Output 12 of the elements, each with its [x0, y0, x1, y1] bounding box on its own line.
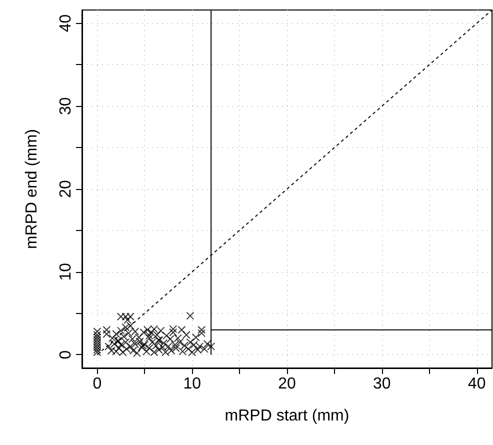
y-axis-title: mRPD end (mm) — [24, 128, 40, 250]
y-tick-label: 40 — [58, 14, 74, 32]
x-axis-title: mRPD start (mm) — [224, 408, 350, 424]
x-tick-label: 20 — [278, 376, 296, 392]
x-tick-label: 30 — [373, 376, 391, 392]
x-tick-label: 40 — [468, 376, 486, 392]
x-tick-label: 0 — [92, 376, 102, 392]
x-tick-label: 10 — [183, 376, 202, 392]
y-tick-label: 0 — [58, 350, 74, 360]
y-tick-label: 10 — [58, 262, 74, 281]
y-tick-label: 30 — [58, 97, 74, 116]
y-tick-label: 20 — [58, 180, 74, 198]
